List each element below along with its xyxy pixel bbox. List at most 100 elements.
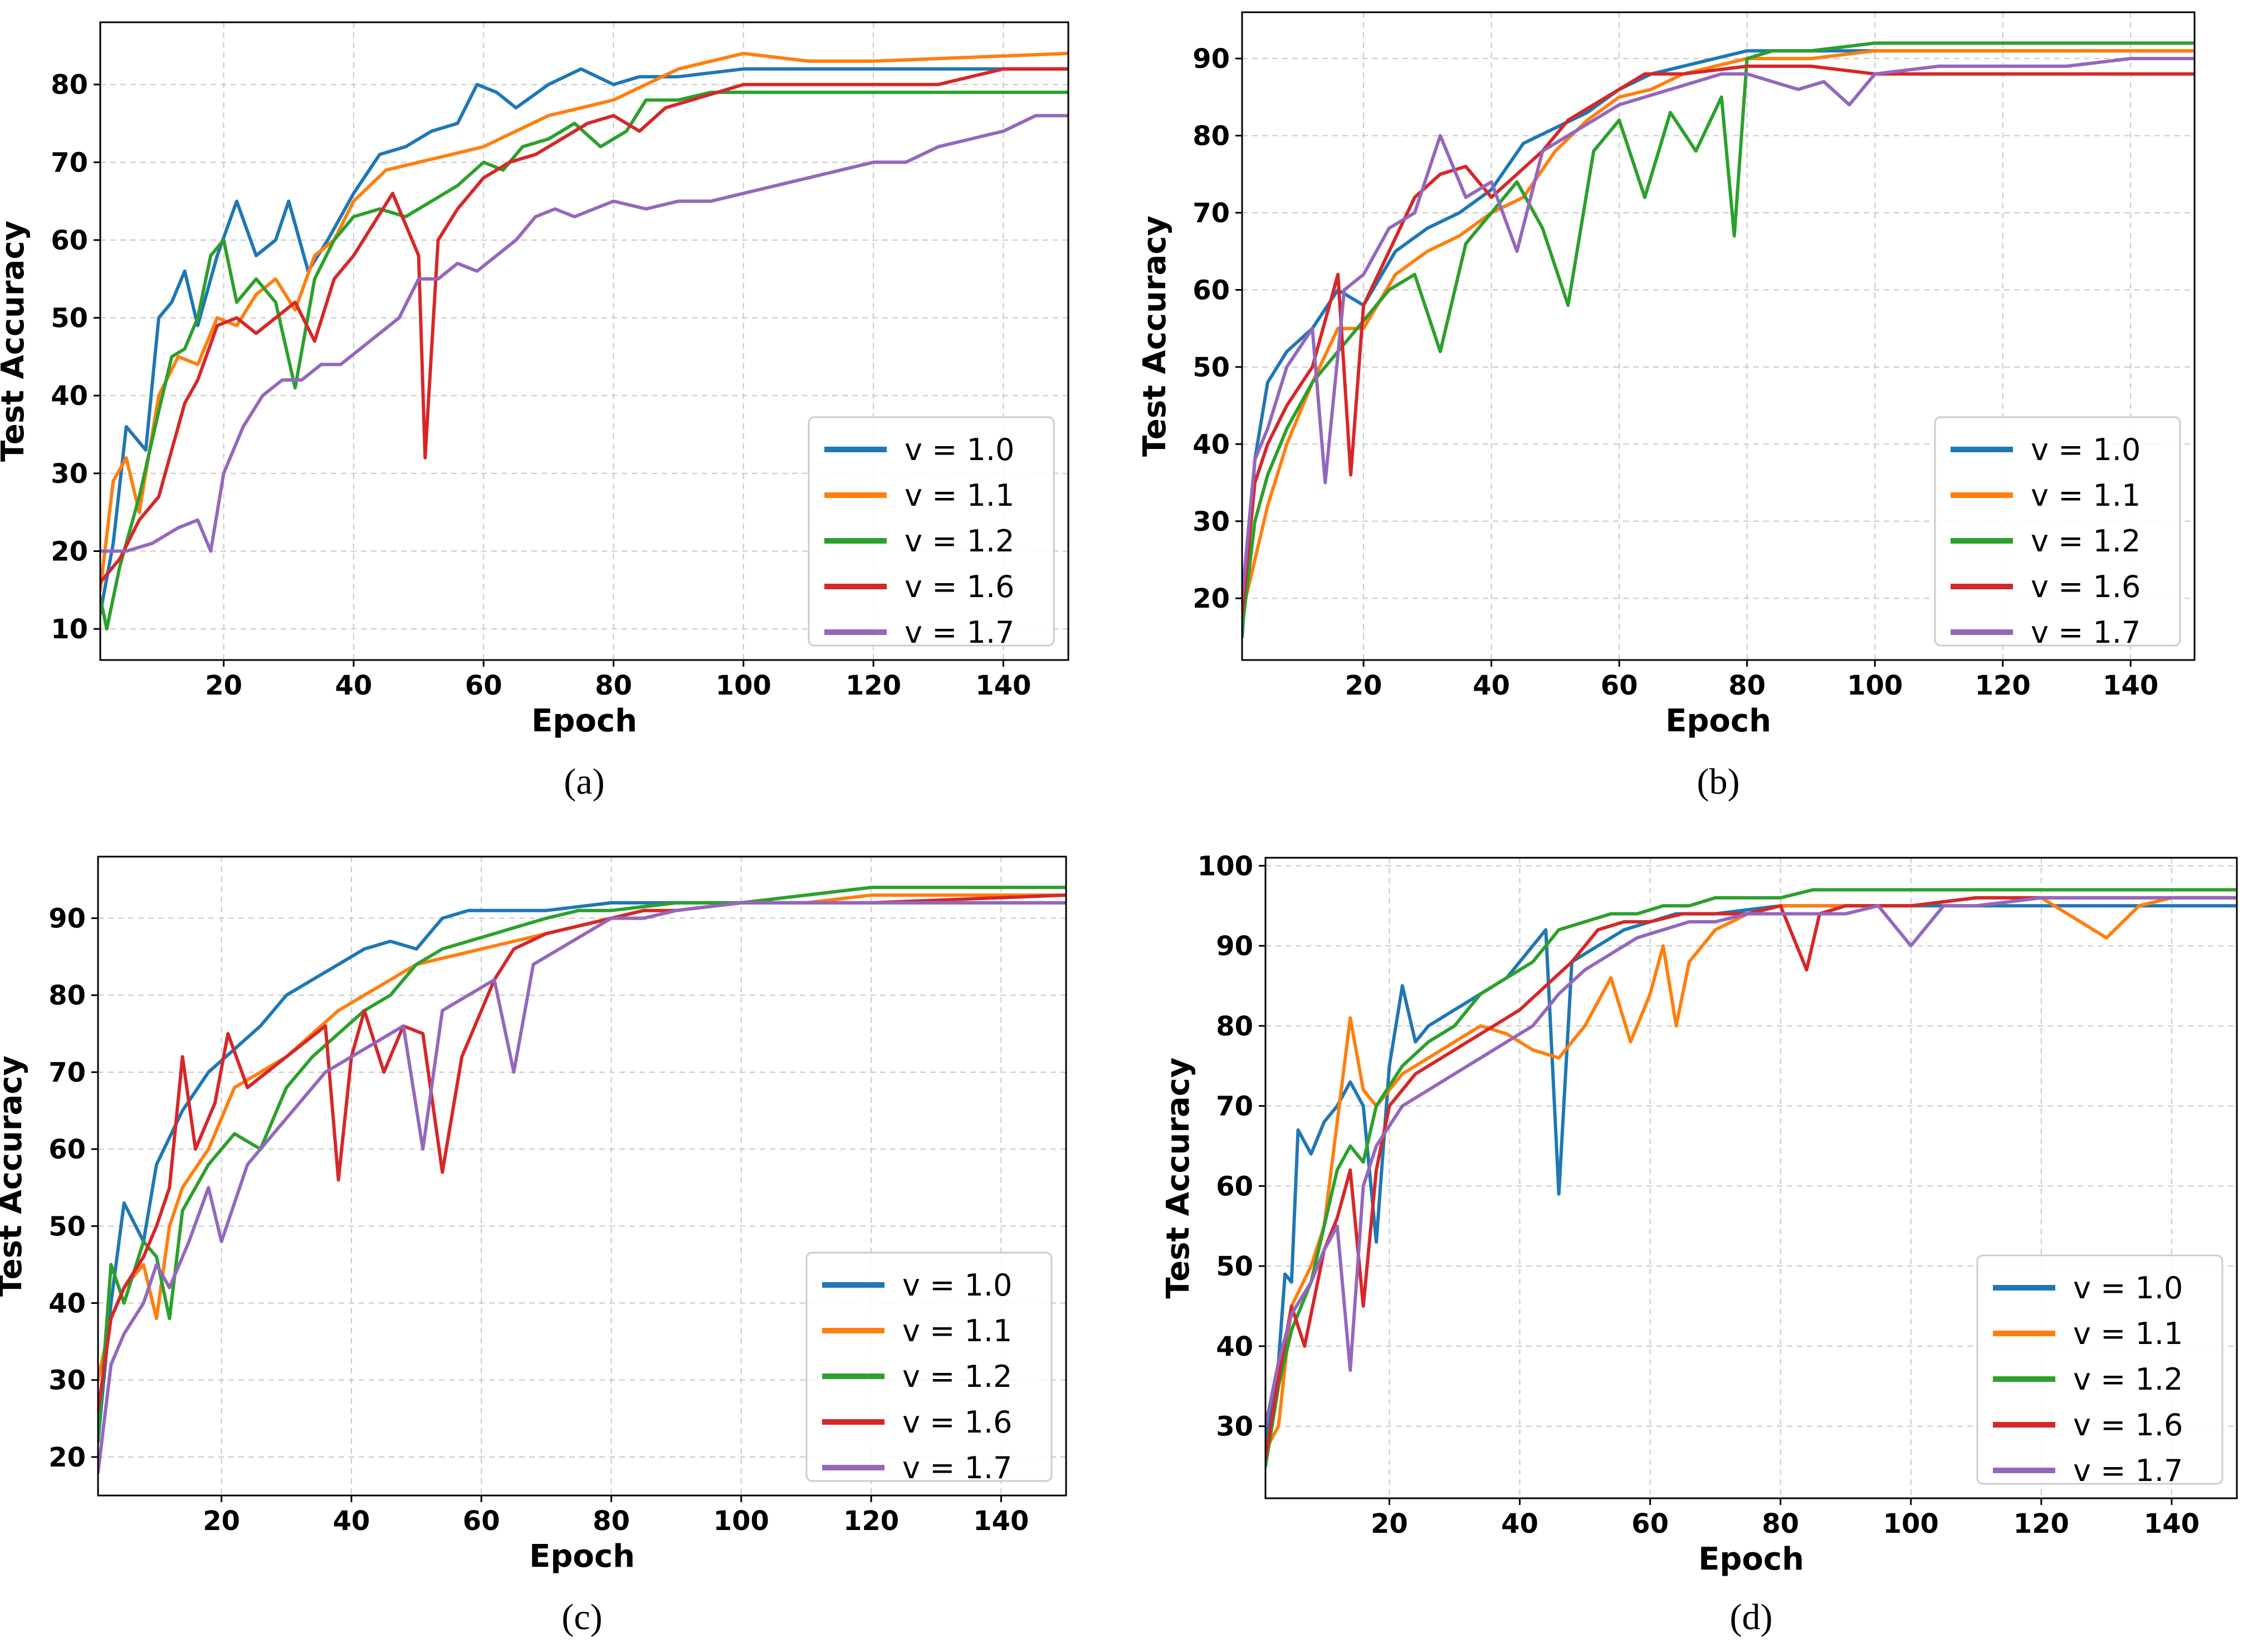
legend-entry-1: v = 1.1 — [2073, 1316, 2183, 1351]
plot-frame — [99, 21, 1069, 661]
panel-0: 20 40 60 80 100 120 1401020304050607080EpochTe… — [0, 21, 1069, 802]
y-tick-label: 80 — [1216, 1011, 1253, 1042]
plot-frame — [1241, 11, 2196, 661]
panel-label: (a) — [564, 761, 604, 802]
y-tick-label: 50 — [1216, 1251, 1253, 1282]
x-tick-label: 60 — [1631, 1508, 1669, 1539]
y-tick-label: 30 — [48, 1365, 86, 1396]
x-tick-label: 120 — [1975, 670, 2031, 701]
series-line-2 — [98, 886, 1066, 1444]
y-tick-label: 70 — [1193, 198, 1230, 229]
x-tick-label: 60 — [465, 670, 502, 701]
panel-3: 20 40 60 80 100 120 140 30 40 50 60 70 80 90 100 Epoch T… — [1160, 851, 2238, 1638]
y-tick-label: 20 — [51, 536, 88, 568]
panel-label: (b) — [1697, 761, 1740, 802]
y-tick-label: 40 — [1216, 1331, 1253, 1362]
y-tick-label: 50 — [1193, 352, 1230, 383]
y-axis-label: Test Accuracy — [0, 1055, 29, 1297]
y-tick-label: 70 — [1216, 1091, 1253, 1122]
legend-entry-2: v = 1.2 — [905, 524, 1014, 559]
x-axis-label: Epoch — [1698, 1541, 1804, 1577]
panel-1: 20 40 60 80 100 120 140 20 30 40 50 60 70 80 90 Epoch Te… — [1137, 11, 2196, 802]
legend-entry-1: v = 1.1 — [2031, 478, 2141, 513]
y-axis-label: Test Accuracy — [1160, 1057, 1196, 1298]
x-tick-label: 20 — [1371, 1508, 1408, 1539]
panel-label: (d) — [1730, 1597, 1773, 1638]
legend-entry-3: v = 1.6 — [2031, 569, 2141, 604]
legend-entry-0: v = 1.0 — [2073, 1270, 2183, 1306]
series-line-2 — [1242, 41, 2195, 631]
series-line-3 — [1265, 896, 2237, 1460]
legend-entry-1: v = 1.1 — [905, 478, 1014, 513]
legend: v = 1.0 v = 1.1 v = 1.2 v = 1.6 v = 1.7 — [1976, 1254, 2223, 1488]
legend-entry-1: v = 1.1 — [902, 1313, 1012, 1348]
legend-entry-4: v = 1.7 — [2073, 1453, 2183, 1488]
y-axis-label: Test Accuracy — [0, 221, 31, 462]
y-tick-label: 30 — [1216, 1411, 1253, 1443]
y-tick-label: 90 — [48, 903, 86, 935]
y-tick-label: 80 — [48, 980, 86, 1011]
x-tick-label: 20 — [203, 1506, 240, 1537]
x-tick-label: 100 — [716, 670, 771, 701]
legend-entry-2: v = 1.2 — [2031, 524, 2141, 559]
y-tick-label: 90 — [1216, 931, 1253, 962]
x-tick-label: 20 — [205, 670, 242, 701]
panel-label: (c) — [561, 1597, 602, 1638]
y-tick-label: 30 — [1193, 506, 1230, 537]
x-tick-label: 40 — [335, 670, 373, 701]
legend-entry-0: v = 1.0 — [905, 432, 1014, 467]
y-axis-label: Test Accuracy — [1137, 216, 1173, 457]
series-line-1 — [100, 51, 1068, 592]
y-tick-label: 80 — [1193, 121, 1230, 152]
x-tick-label: 80 — [1762, 1508, 1799, 1539]
x-tick-label: 140 — [973, 1506, 1029, 1537]
series-group — [1242, 41, 2195, 639]
x-tick-label: 140 — [2144, 1508, 2200, 1539]
x-tick-label: 40 — [333, 1506, 370, 1537]
series-line-4 — [1242, 57, 2195, 600]
y-tick-label: 50 — [48, 1211, 86, 1242]
legend-entry-2: v = 1.2 — [2073, 1362, 2183, 1397]
x-tick-label: 120 — [2014, 1508, 2069, 1539]
x-tick-label: 40 — [1501, 1508, 1538, 1539]
x-tick-label: 100 — [1847, 670, 1903, 701]
y-tick-label: 90 — [1193, 43, 1230, 75]
y-tick-label: 70 — [51, 147, 88, 178]
series-line-4 — [100, 114, 1068, 553]
y-tick-label: 70 — [48, 1057, 86, 1088]
y-tick-label: 80 — [51, 70, 88, 101]
x-tick-label: 60 — [1601, 670, 1638, 701]
series-line-0 — [100, 67, 1068, 615]
x-axis-label: Epoch — [1665, 703, 1771, 739]
legend-entry-3: v = 1.6 — [902, 1405, 1012, 1440]
legend-entry-2: v = 1.2 — [902, 1359, 1012, 1394]
y-tick-label: 60 — [1193, 275, 1230, 306]
x-tick-label: 100 — [714, 1506, 769, 1537]
series-line-3 — [1242, 64, 2195, 615]
x-tick-label: 20 — [1345, 670, 1382, 701]
legend: v = 1.0 v = 1.1 v = 1.2 v = 1.6 v = 1.7 — [808, 416, 1055, 650]
legend-entry-4: v = 1.7 — [905, 615, 1014, 650]
series-line-3 — [100, 67, 1068, 584]
legend-entry-0: v = 1.0 — [902, 1268, 1012, 1303]
series-line-4 — [98, 901, 1066, 1474]
y-tick-label: 60 — [1216, 1171, 1253, 1202]
legend: v = 1.0 v = 1.1 v = 1.2 v = 1.6 v = 1.7 — [1934, 416, 2181, 650]
x-tick-label: 140 — [975, 670, 1031, 701]
x-tick-label: 140 — [2103, 670, 2158, 701]
y-tick-label: 30 — [51, 458, 88, 490]
y-tick-label: 60 — [48, 1134, 86, 1165]
y-tick-label: 20 — [48, 1442, 86, 1473]
legend-entry-4: v = 1.7 — [2031, 615, 2141, 650]
x-tick-label: 120 — [843, 1506, 899, 1537]
legend-entry-3: v = 1.6 — [2073, 1407, 2183, 1443]
y-tick-label: 60 — [51, 225, 88, 256]
y-tick-label: 40 — [1193, 429, 1230, 460]
legend-entry-3: v = 1.6 — [905, 569, 1014, 604]
x-tick-label: 60 — [463, 1506, 500, 1537]
x-tick-label: 80 — [1728, 670, 1766, 701]
y-tick-label: 40 — [48, 1288, 86, 1319]
legend: v = 1.0 v = 1.1 v = 1.2 v = 1.6 v = 1.7 — [805, 1252, 1053, 1485]
plot-frame — [97, 856, 1067, 1497]
